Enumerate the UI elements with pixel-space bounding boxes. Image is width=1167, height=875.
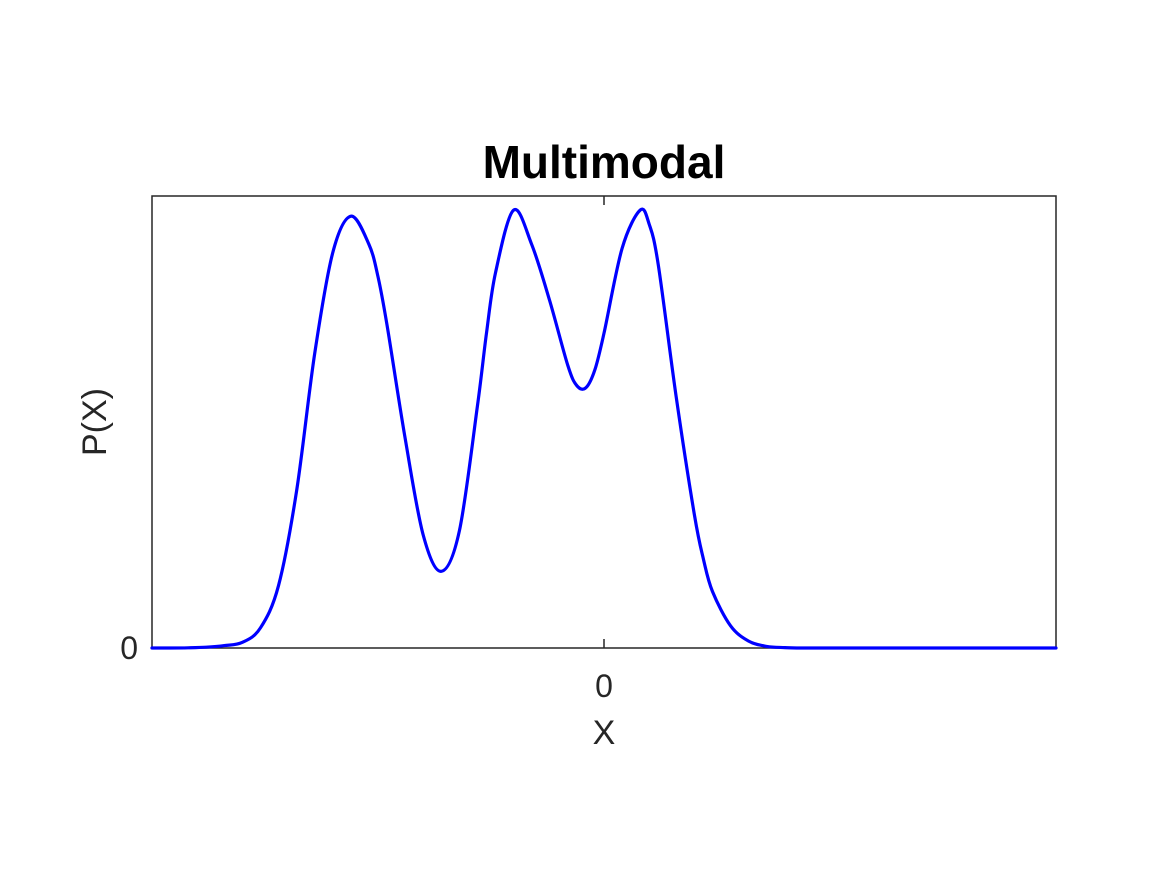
chart-title: Multimodal bbox=[483, 136, 726, 188]
y-tick-label: 0 bbox=[120, 630, 138, 666]
series-line-0 bbox=[150, 207, 1058, 650]
x-tick-label: 0 bbox=[595, 668, 613, 704]
ticks: 00 bbox=[120, 196, 613, 704]
y-axis-label: P(X) bbox=[76, 388, 114, 456]
axes-box bbox=[151, 195, 1057, 649]
x-axis-label: X bbox=[593, 714, 616, 752]
series-layer bbox=[150, 207, 1058, 650]
